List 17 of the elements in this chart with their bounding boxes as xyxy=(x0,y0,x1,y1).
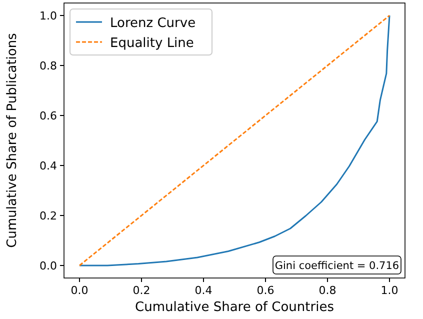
legend-label: Equality Line xyxy=(110,36,194,51)
y-tick-label: 0.2 xyxy=(40,210,57,222)
x-tick-label: 0.8 xyxy=(318,284,336,297)
x-tick-label: 0.4 xyxy=(194,284,212,297)
y-tick-label: 0.4 xyxy=(40,160,57,172)
y-tick-label: 1.0 xyxy=(40,10,57,22)
y-tick-label: 0.6 xyxy=(40,110,57,122)
annotation: Gini coefficient = 0.716 xyxy=(274,260,400,272)
legend-label: Lorenz Curve xyxy=(110,16,196,31)
x-tick-label: 0.6 xyxy=(256,284,274,297)
x-axis-title: Cumulative Share of Countries xyxy=(135,300,334,315)
x-tick-label: 0.0 xyxy=(70,284,88,297)
x-tick-label: 0.2 xyxy=(132,284,150,297)
y-axis-title: Cumulative Share of Publications xyxy=(5,32,20,248)
y-tick-label: 0.8 xyxy=(40,60,57,72)
y-tick-label: 0.0 xyxy=(40,260,57,272)
x-tick-label: 1.0 xyxy=(380,284,398,297)
